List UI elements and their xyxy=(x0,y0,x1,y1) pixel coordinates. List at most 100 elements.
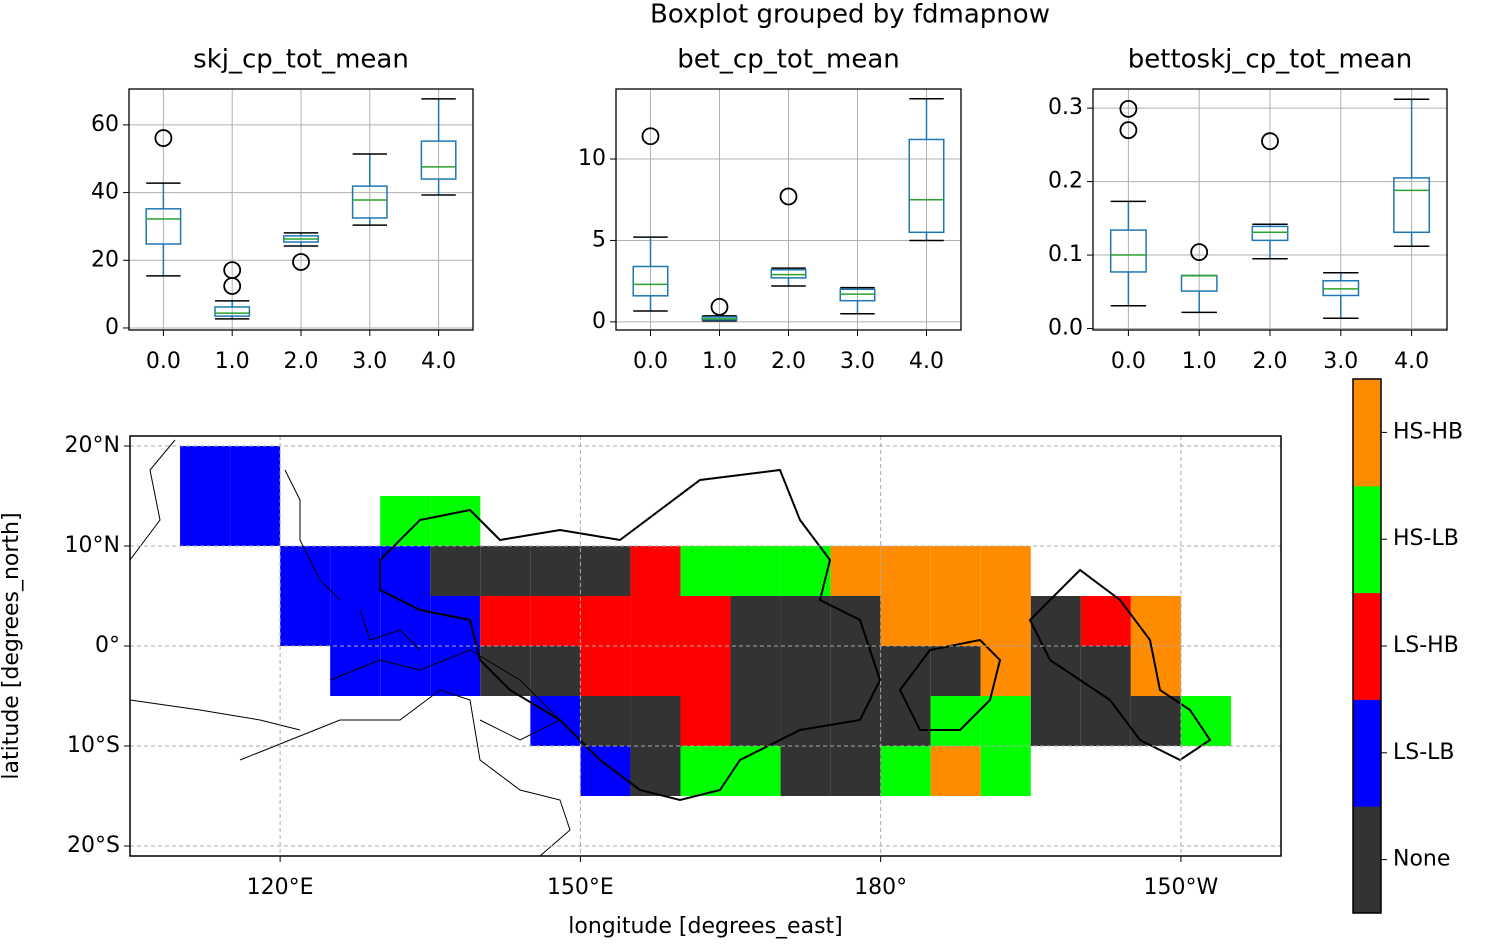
grid-cell xyxy=(930,596,981,646)
coastline xyxy=(284,469,341,601)
box xyxy=(1393,177,1431,234)
outlier xyxy=(1190,243,1209,262)
y-tick-label: 0 xyxy=(592,309,606,334)
grid-cell xyxy=(930,696,981,746)
outlier xyxy=(223,261,242,279)
grid-cell xyxy=(380,596,431,646)
colorbar-label: None xyxy=(1393,847,1450,872)
x-tick-label: 1.0 xyxy=(1182,349,1217,374)
map-area xyxy=(130,439,1231,856)
grid-cell xyxy=(930,546,981,596)
grid-cell xyxy=(630,646,681,696)
grid-cell xyxy=(280,546,331,596)
box xyxy=(1109,229,1147,273)
grid-cell xyxy=(380,496,431,546)
grid-cell xyxy=(930,746,981,796)
outlier xyxy=(154,129,173,147)
y-tick-label: 5 xyxy=(592,227,606,252)
grid-cell xyxy=(880,696,931,746)
grid-cell xyxy=(880,646,931,696)
axes-frame xyxy=(1092,88,1448,331)
x-tick-label: 1.0 xyxy=(702,349,737,374)
grid-cell xyxy=(780,596,831,646)
y-tick-label: 20°N xyxy=(65,433,120,458)
grid-cell xyxy=(580,696,631,746)
x-tick-label: 3.0 xyxy=(1323,349,1358,374)
colorbar-label: HS-HB xyxy=(1393,419,1463,444)
outlier xyxy=(779,187,798,206)
grid-cell xyxy=(730,746,781,796)
colorbar-segment xyxy=(1353,379,1381,487)
grid-cell xyxy=(980,596,1031,646)
x-axis-label: longitude [degrees_east] xyxy=(568,914,842,939)
colorbar-label: LS-HB xyxy=(1393,633,1459,658)
x-tick-label: 3.0 xyxy=(352,349,387,374)
grid-cell xyxy=(1080,646,1131,696)
colorbar-segment xyxy=(1353,592,1381,700)
grid-cell xyxy=(680,746,731,796)
colorbar-segment xyxy=(1353,699,1381,807)
x-tick-label: 2.0 xyxy=(284,349,319,374)
axes-frame xyxy=(128,88,474,331)
grid-cell xyxy=(430,646,481,696)
outlier xyxy=(641,127,660,146)
x-tick-label: 120°E xyxy=(247,875,314,900)
box xyxy=(1251,225,1289,242)
suptitle: Boxplot grouped by fdmapnow xyxy=(650,0,1050,30)
coastline xyxy=(239,689,571,856)
grid-cell xyxy=(230,496,281,546)
y-tick-label: 20 xyxy=(91,247,119,272)
grid-cell xyxy=(580,646,631,696)
subplot-title: bet_cp_tot_mean xyxy=(677,45,900,75)
grid-cell xyxy=(580,746,631,796)
x-tick-label: 2.0 xyxy=(771,349,806,374)
axes-frame xyxy=(615,88,962,331)
box xyxy=(145,208,182,245)
grid-cell xyxy=(1030,646,1081,696)
grid-cell xyxy=(630,596,681,646)
outlier xyxy=(1119,99,1138,118)
subplot-title: skj_cp_tot_mean xyxy=(193,45,409,75)
grid-cell xyxy=(730,646,781,696)
y-tick-label: 0.1 xyxy=(1048,242,1083,267)
colorbar-segment xyxy=(1353,485,1381,594)
outlier xyxy=(292,253,310,271)
grid-cell xyxy=(680,646,731,696)
boundary xyxy=(898,638,1002,731)
x-tick-label: 150°W xyxy=(1144,875,1219,900)
grid-cell xyxy=(380,646,431,696)
x-tick-label: 0.0 xyxy=(1111,349,1146,374)
grid-cell xyxy=(780,696,831,746)
x-tick-label: 1.0 xyxy=(215,349,250,374)
y-tick-label: 0° xyxy=(95,633,120,658)
grid-cell xyxy=(580,596,631,646)
subplot-title: bettoskj_cp_tot_mean xyxy=(1128,45,1412,75)
y-tick-label: 60 xyxy=(91,112,119,137)
y-tick-label: 10°S xyxy=(67,733,120,758)
grid-cell xyxy=(830,746,881,796)
y-tick-label: 40 xyxy=(91,180,119,205)
outlier xyxy=(710,297,729,316)
x-tick-label: 2.0 xyxy=(1253,349,1288,374)
x-tick-label: 0.0 xyxy=(633,349,668,374)
grid-cell xyxy=(1130,596,1181,646)
y-axis-label: latitude [degrees_north] xyxy=(0,512,24,779)
grid-cell xyxy=(330,596,381,646)
grid-cell xyxy=(680,696,731,746)
boundary xyxy=(379,468,882,802)
grid-cell xyxy=(580,546,631,596)
box xyxy=(839,288,876,302)
coastline xyxy=(329,649,561,741)
grid-cell xyxy=(680,596,731,646)
grid-cell xyxy=(530,596,581,646)
boundary xyxy=(1028,568,1212,762)
x-tick-label: 4.0 xyxy=(421,349,456,374)
box xyxy=(420,140,457,180)
grid-cell xyxy=(530,546,581,596)
axes-frame xyxy=(129,435,1282,857)
outlier xyxy=(1261,132,1279,151)
box xyxy=(214,306,251,317)
grid-cell xyxy=(180,496,231,546)
y-tick-label: 0.2 xyxy=(1048,169,1083,194)
